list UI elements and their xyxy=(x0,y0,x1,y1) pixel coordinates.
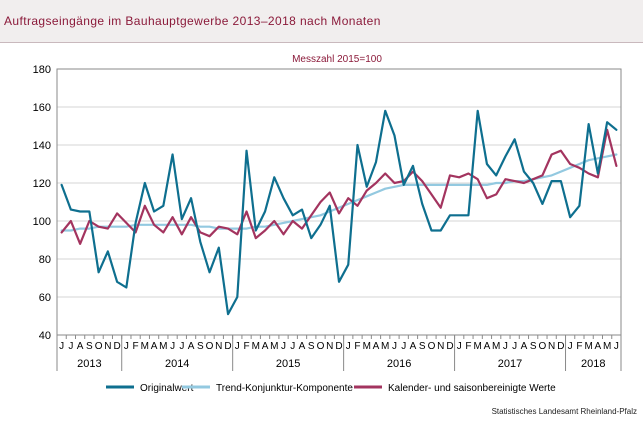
month-label: J xyxy=(179,341,184,352)
month-label: A xyxy=(188,341,195,352)
year-label: 2013 xyxy=(77,358,101,370)
month-label: J xyxy=(290,341,295,352)
month-label: J xyxy=(512,341,517,352)
month-label: N xyxy=(215,341,222,352)
month-label: J xyxy=(503,341,508,352)
y-tick-label: 160 xyxy=(33,102,51,114)
y-tick-label: 80 xyxy=(39,254,51,266)
y-tick-label: 40 xyxy=(39,330,51,342)
month-label: F xyxy=(354,341,360,352)
month-label: S xyxy=(86,341,93,352)
month-label: A xyxy=(595,341,602,352)
month-label: J xyxy=(346,341,351,352)
month-label: F xyxy=(133,341,139,352)
month-label: M xyxy=(141,341,149,352)
y-tick-label: 100 xyxy=(33,216,51,228)
month-label: N xyxy=(326,341,333,352)
chart-title: Auftragseingänge im Bauhauptgewerbe 2013… xyxy=(4,14,381,28)
month-label: M xyxy=(159,341,167,352)
month-label: A xyxy=(299,341,306,352)
month-label: M xyxy=(252,341,260,352)
month-label: N xyxy=(104,341,111,352)
month-label: A xyxy=(521,341,528,352)
year-label: 2016 xyxy=(387,358,411,370)
month-label: J xyxy=(457,341,462,352)
month-label: O xyxy=(539,341,547,352)
month-label: D xyxy=(335,341,342,352)
y-tick-label: 60 xyxy=(39,292,51,304)
month-label: D xyxy=(557,341,564,352)
series-lines xyxy=(60,109,618,316)
grid-lines xyxy=(56,68,622,336)
month-label: M xyxy=(603,341,611,352)
month-label: A xyxy=(77,341,84,352)
chart-subtitle: Messzahl 2015=100 xyxy=(292,54,382,65)
month-label: A xyxy=(262,341,269,352)
month-label: M xyxy=(492,341,500,352)
series-line-2 xyxy=(60,128,618,245)
month-label: J xyxy=(235,341,240,352)
month-label: D xyxy=(224,341,231,352)
month-label: J xyxy=(124,341,129,352)
month-label: J xyxy=(568,341,573,352)
month-label: A xyxy=(151,341,158,352)
month-label: F xyxy=(576,341,582,352)
y-axis: 40 60 80 100 120 140 160 180 xyxy=(33,64,51,342)
legend-label: Trend-Konjunktur-Komponente xyxy=(216,383,353,394)
month-label: J xyxy=(401,341,406,352)
month-label: S xyxy=(197,341,204,352)
legend-label: Kalender- und saisonbereinigte Werte xyxy=(388,383,556,394)
month-label: S xyxy=(308,341,315,352)
month-label: O xyxy=(428,341,436,352)
month-label: J xyxy=(614,341,619,352)
month-label: F xyxy=(465,341,471,352)
month-label: D xyxy=(446,341,453,352)
month-label: M xyxy=(584,341,592,352)
month-label: D xyxy=(113,341,120,352)
month-label: J xyxy=(170,341,175,352)
year-label: 2014 xyxy=(165,358,189,370)
month-label: O xyxy=(206,341,214,352)
month-label: O xyxy=(317,341,325,352)
month-label: S xyxy=(530,341,537,352)
month-label: N xyxy=(548,341,555,352)
y-tick-label: 180 xyxy=(33,64,51,76)
year-label: 2017 xyxy=(498,358,522,370)
title-bar: Auftragseingänge im Bauhauptgewerbe 2013… xyxy=(0,0,643,42)
year-label: 2018 xyxy=(581,358,605,370)
legend: Originalwert Trend-Konjunktur-Komponente K… xyxy=(106,383,556,394)
month-label: M xyxy=(381,341,389,352)
month-label: N xyxy=(437,341,444,352)
month-label: J xyxy=(281,341,286,352)
month-label: A xyxy=(484,341,491,352)
y-tick-label: 140 xyxy=(33,140,51,152)
month-label: J xyxy=(68,341,73,352)
month-label: J xyxy=(392,341,397,352)
title-divider xyxy=(0,42,643,43)
series-line-0 xyxy=(60,109,618,316)
month-label: M xyxy=(363,341,371,352)
month-label: A xyxy=(373,341,380,352)
month-label: O xyxy=(95,341,103,352)
month-label: F xyxy=(243,341,249,352)
month-label: J xyxy=(59,341,64,352)
y-tick-label: 120 xyxy=(33,178,51,190)
legend-label: Originalwert xyxy=(140,383,194,394)
series-line-1 xyxy=(60,153,618,232)
month-label: M xyxy=(474,341,482,352)
source-note: Statistisches Landesamt Rheinland-Pfalz xyxy=(491,407,637,416)
plot-frame xyxy=(56,68,622,336)
month-label: M xyxy=(270,341,278,352)
month-label: A xyxy=(410,341,417,352)
month-label: S xyxy=(419,341,426,352)
year-label: 2015 xyxy=(276,358,300,370)
